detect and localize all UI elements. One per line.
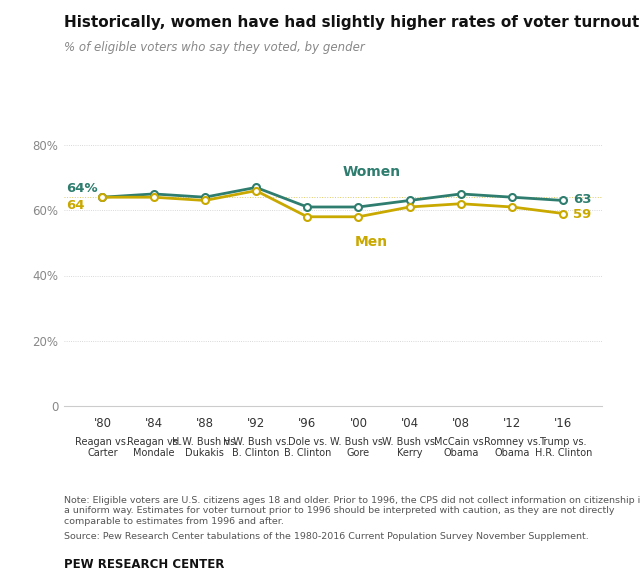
Text: Romney vs.
Obama: Romney vs. Obama: [484, 437, 540, 458]
Text: 59: 59: [573, 208, 592, 221]
Text: Note: Eligible voters are U.S. citizens ages 18 and older. Prior to 1996, the CP: Note: Eligible voters are U.S. citizens …: [64, 496, 640, 525]
Text: '88: '88: [196, 417, 214, 430]
Text: '04: '04: [401, 417, 419, 430]
Text: Historically, women have had slightly higher rates of voter turnout than men: Historically, women have had slightly hi…: [64, 14, 640, 30]
Text: Women: Women: [342, 165, 400, 179]
Text: '08: '08: [452, 417, 470, 430]
Text: Source: Pew Research Center tabulations of the 1980-2016 Current Population Surv: Source: Pew Research Center tabulations …: [64, 532, 589, 541]
Text: Reagan vs.
Carter: Reagan vs. Carter: [76, 437, 129, 458]
Text: '84: '84: [145, 417, 163, 430]
Text: '12: '12: [503, 417, 521, 430]
Text: Trump vs.
H.R. Clinton: Trump vs. H.R. Clinton: [534, 437, 592, 458]
Text: W. Bush vs.
Kerry: W. Bush vs. Kerry: [381, 437, 438, 458]
Text: W. Bush vs.
Gore: W. Bush vs. Gore: [330, 437, 387, 458]
Text: McCain vs.
Obama: McCain vs. Obama: [435, 437, 487, 458]
Text: '96: '96: [298, 417, 316, 430]
Text: 63: 63: [573, 193, 592, 206]
Text: % of eligible voters who say they voted, by gender: % of eligible voters who say they voted,…: [64, 41, 365, 53]
Text: 64%: 64%: [67, 182, 98, 195]
Text: Reagan vs.
Mondale: Reagan vs. Mondale: [127, 437, 180, 458]
Text: 64: 64: [67, 199, 85, 212]
Text: '80: '80: [93, 417, 111, 430]
Text: '16: '16: [554, 417, 572, 430]
Text: '92: '92: [247, 417, 265, 430]
Text: Dole vs.
B. Clinton: Dole vs. B. Clinton: [284, 437, 331, 458]
Text: '00: '00: [349, 417, 367, 430]
Text: Men: Men: [355, 235, 388, 249]
Text: H.W. Bush vs.
B. Clinton: H.W. Bush vs. B. Clinton: [223, 437, 289, 458]
Text: H.W. Bush vs.
Dukakis: H.W. Bush vs. Dukakis: [172, 437, 238, 458]
Text: PEW RESEARCH CENTER: PEW RESEARCH CENTER: [64, 558, 225, 571]
